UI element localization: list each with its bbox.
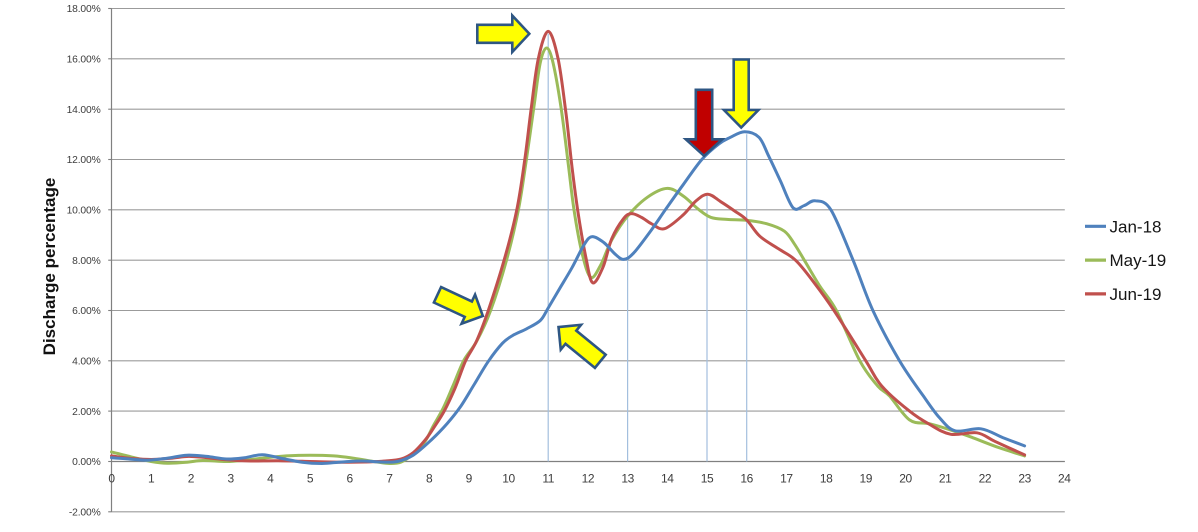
svg-text:Jan-18: Jan-18 <box>1110 217 1162 236</box>
svg-text:3: 3 <box>227 471 234 485</box>
svg-text:16.00%: 16.00% <box>67 55 101 66</box>
svg-text:6.00%: 6.00% <box>72 306 100 317</box>
svg-text:17: 17 <box>780 471 793 485</box>
svg-text:7: 7 <box>386 471 393 485</box>
svg-text:8: 8 <box>426 471 433 485</box>
svg-text:24: 24 <box>1058 471 1071 485</box>
svg-text:18.00%: 18.00% <box>67 4 101 15</box>
svg-text:4.00%: 4.00% <box>72 357 100 368</box>
svg-text:0: 0 <box>108 471 115 485</box>
svg-text:6: 6 <box>347 471 354 485</box>
svg-text:10.00%: 10.00% <box>67 206 101 217</box>
svg-text:May-19: May-19 <box>1110 251 1167 270</box>
svg-text:12.00%: 12.00% <box>67 155 101 166</box>
svg-text:8.00%: 8.00% <box>72 256 100 267</box>
svg-text:14.00%: 14.00% <box>67 105 101 116</box>
svg-text:Jun-19: Jun-19 <box>1110 285 1162 304</box>
svg-text:9: 9 <box>466 471 473 485</box>
svg-text:15: 15 <box>701 471 714 485</box>
svg-text:4: 4 <box>267 471 274 485</box>
svg-text:18: 18 <box>820 471 833 485</box>
svg-text:14: 14 <box>661 471 674 485</box>
svg-text:5: 5 <box>307 471 314 485</box>
svg-text:13: 13 <box>621 471 634 485</box>
svg-text:23: 23 <box>1018 471 1031 485</box>
svg-text:Discharge percentage: Discharge percentage <box>40 178 59 356</box>
svg-text:2: 2 <box>188 471 195 485</box>
svg-text:16: 16 <box>740 471 753 485</box>
svg-text:21: 21 <box>939 471 952 485</box>
svg-text:-2.00%: -2.00% <box>69 508 101 519</box>
svg-text:19: 19 <box>860 471 873 485</box>
svg-text:0.00%: 0.00% <box>72 457 100 468</box>
svg-text:22: 22 <box>979 471 992 485</box>
svg-text:1: 1 <box>148 471 155 485</box>
svg-text:11: 11 <box>542 471 554 485</box>
svg-text:10: 10 <box>502 471 515 485</box>
svg-text:20: 20 <box>899 471 912 485</box>
svg-text:2.00%: 2.00% <box>72 407 100 418</box>
svg-text:12: 12 <box>582 471 595 485</box>
